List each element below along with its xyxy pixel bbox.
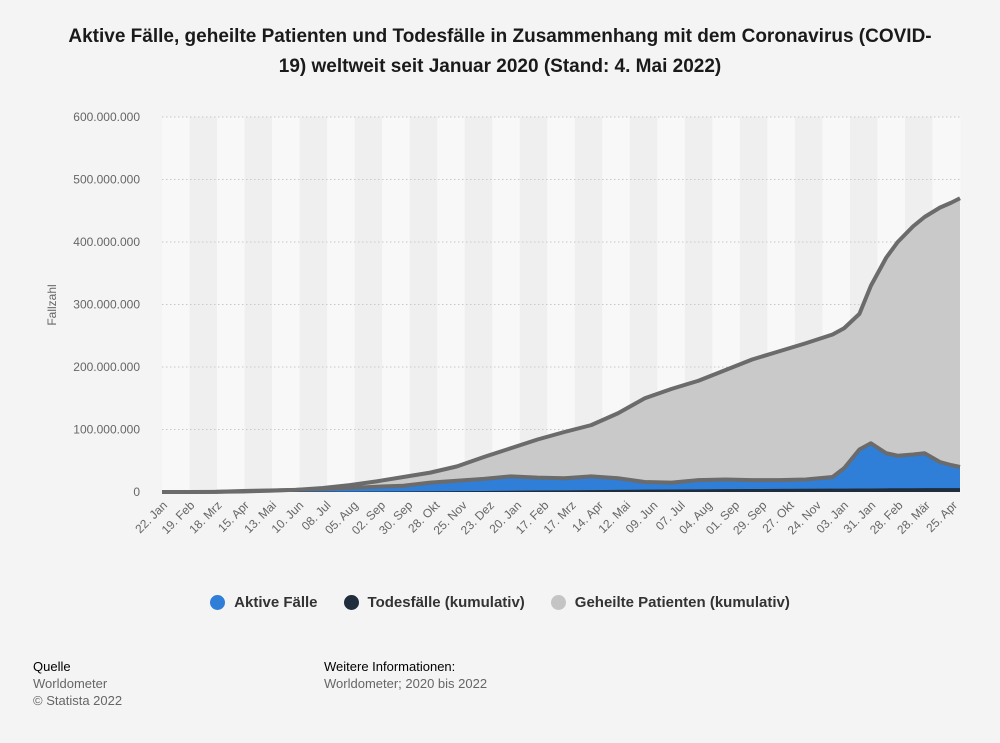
y-tick-label: 500.000.000: [73, 173, 140, 187]
source-heading: Quelle: [33, 659, 71, 674]
y-tick-label: 0: [133, 485, 140, 499]
x-tick-label: 25. Apr: [923, 498, 960, 535]
series-area-geheilte-patienten: [162, 198, 960, 492]
y-axis-title: Fallzahl: [45, 284, 59, 325]
series-line-geheilte-patienten: [161, 196, 961, 494]
info-block: Weitere Informationen: Worldometer; 2020…: [324, 658, 487, 692]
legend-item[interactable]: Geheilte Patienten (kumulativ): [550, 594, 790, 611]
copyright: © Statista 2022: [33, 693, 123, 708]
legend-swatch: [343, 595, 359, 610]
series-area-aktive-faelle: [162, 443, 960, 492]
legend-label: Todesfälle (kumulativ): [367, 594, 525, 611]
info-text: Worldometer; 2020 bis 2022: [324, 676, 488, 691]
series-area-todesfaelle: [162, 488, 960, 492]
data-areas: [161, 196, 961, 494]
source-name: Worldometer: [33, 676, 108, 691]
background-band: [189, 117, 218, 492]
source-block: Quelle Worldometer © Statista 2022: [33, 658, 122, 709]
legend-item[interactable]: Todesfälle (kumulativ): [343, 594, 525, 611]
chart-title: Aktive Fälle, geheilte Patienten und Tod…: [68, 26, 932, 77]
y-axis: 0 100.000.000 200.000.000 300.000.000 400.00…: [73, 110, 140, 499]
y-tick-label: 400.000.000: [73, 235, 140, 249]
legend-label: Geheilte Patienten (kumulativ): [574, 594, 790, 611]
y-tick-label: 600.000.000: [73, 110, 140, 124]
background-band: [409, 117, 438, 492]
y-tick-label: 300.000.000: [73, 298, 140, 312]
legend-swatch: [550, 595, 566, 610]
y-tick-label: 100.000.000: [73, 423, 140, 437]
y-tick-label: 200.000.000: [73, 360, 140, 374]
legend-label: Aktive Fälle: [234, 594, 318, 611]
legend-swatch: [210, 595, 226, 610]
info-heading: Weitere Informationen:: [324, 659, 456, 674]
legend: Aktive Fälle Todesfälle (kumulativ) Geheil…: [0, 594, 1000, 611]
legend-item[interactable]: Aktive Fälle: [210, 594, 318, 611]
